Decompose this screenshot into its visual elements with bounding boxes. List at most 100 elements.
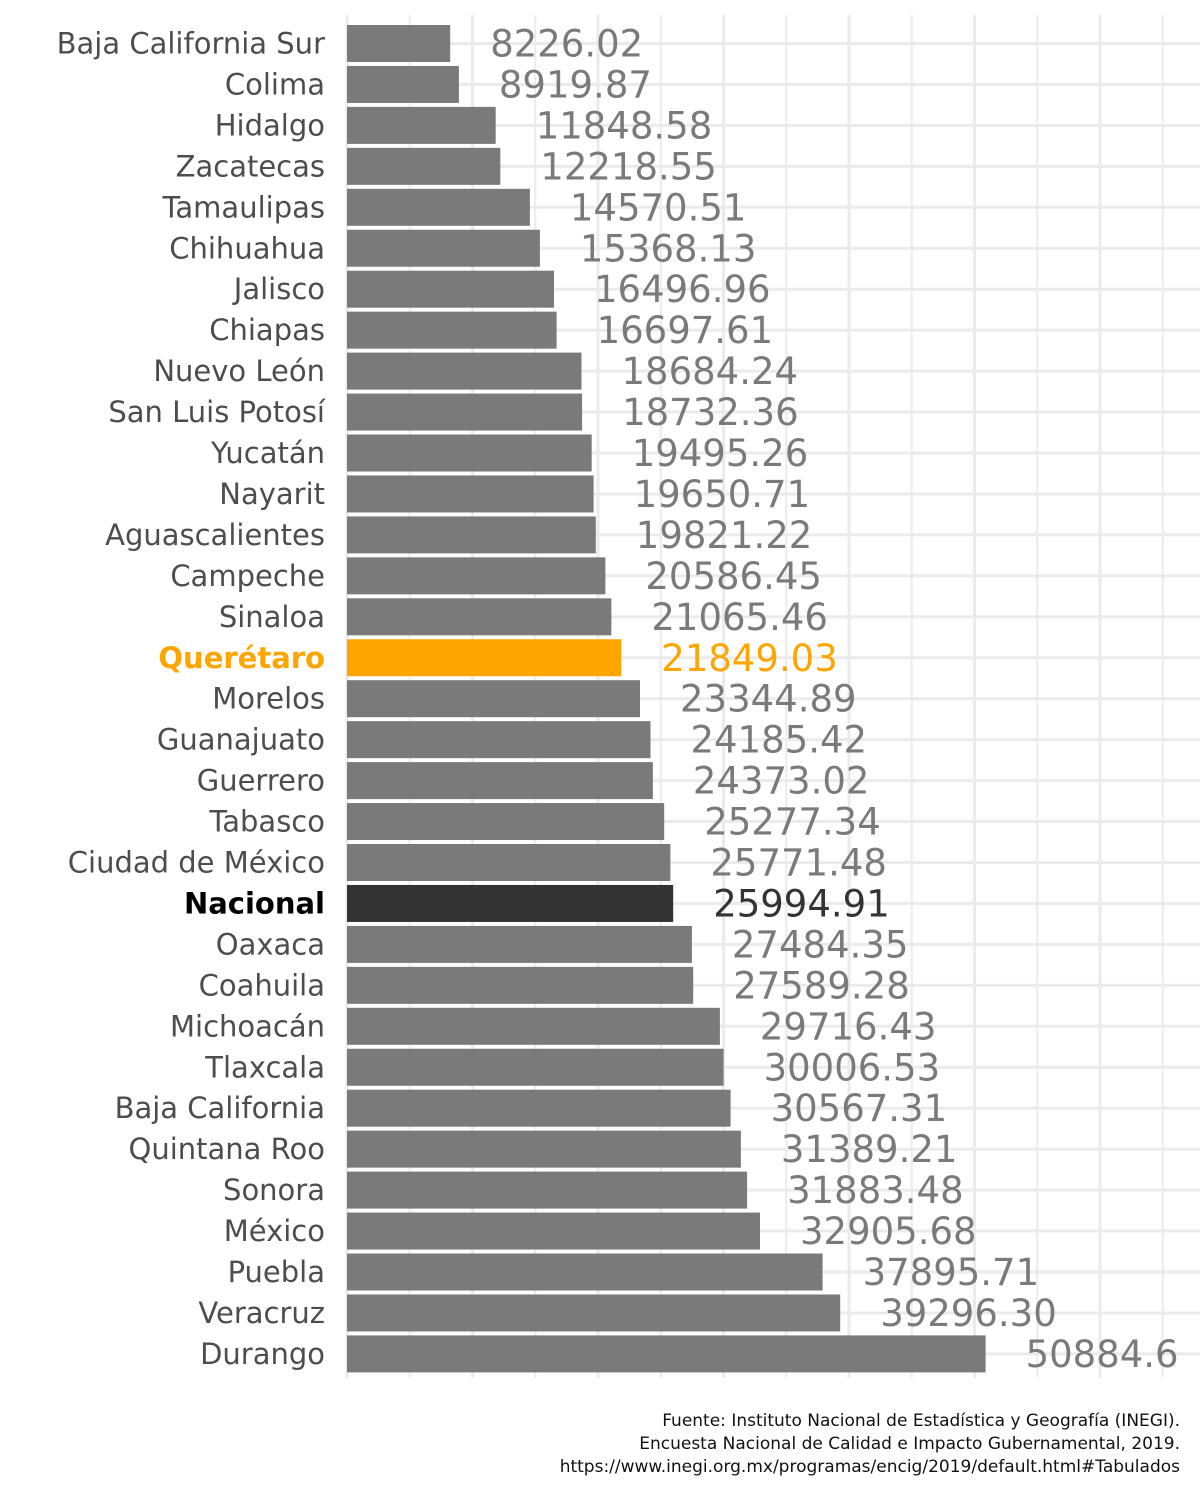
data-label: 15368.13 xyxy=(580,227,757,270)
category-label: Veracruz xyxy=(198,1296,325,1330)
data-label: 30567.31 xyxy=(771,1087,948,1130)
data-label: 24373.02 xyxy=(693,760,870,803)
category-label: Quintana Roo xyxy=(129,1132,326,1166)
bar xyxy=(347,1007,720,1045)
category-label: Michoacán xyxy=(170,1009,325,1043)
data-label: 25277.34 xyxy=(704,801,881,844)
category-label: Jalisco xyxy=(232,272,325,306)
category-label: Chiapas xyxy=(209,313,325,347)
data-label: 39296.30 xyxy=(880,1292,1057,1335)
category-label: Colima xyxy=(225,67,325,101)
category-label: Sonora xyxy=(223,1173,325,1207)
data-label: 29716.43 xyxy=(760,1005,937,1048)
category-label: Baja California Sur xyxy=(57,27,325,61)
data-label: 20586.45 xyxy=(645,555,822,598)
bar xyxy=(347,762,653,800)
data-label: 18684.24 xyxy=(622,350,799,393)
data-label: 27589.28 xyxy=(733,964,910,1007)
data-label: 16496.96 xyxy=(594,268,771,311)
category-label: Tlaxcala xyxy=(204,1050,325,1084)
category-label: Campeche xyxy=(170,559,325,593)
category-label: Aguascalientes xyxy=(105,518,325,552)
bar xyxy=(347,557,606,595)
bar xyxy=(347,1089,731,1127)
category-label: Tabasco xyxy=(208,805,325,839)
data-label: 8919.87 xyxy=(499,63,652,106)
category-label: Coahuila xyxy=(199,968,325,1002)
bar xyxy=(347,966,694,1004)
bar xyxy=(347,270,554,308)
category-label: Nayarit xyxy=(219,477,325,511)
bar xyxy=(347,475,594,513)
caption-line-2: Encuesta Nacional de Calidad e Impacto G… xyxy=(639,1434,1180,1454)
data-label: 11848.58 xyxy=(536,104,713,147)
bar xyxy=(347,639,622,677)
value-labels: 8226.028919.8711848.5812218.5514570.5115… xyxy=(490,23,1178,1376)
category-label: Guerrero xyxy=(197,764,325,798)
category-label: Hidalgo xyxy=(215,108,325,142)
data-label: 50884.6 xyxy=(1026,1333,1179,1376)
data-label: 23344.89 xyxy=(680,678,857,721)
bar xyxy=(347,147,501,185)
category-label: Querétaro xyxy=(158,641,325,675)
bar xyxy=(347,1048,724,1086)
bar xyxy=(347,1130,741,1168)
category-label: San Luis Potosí xyxy=(108,395,326,429)
data-label: 14570.51 xyxy=(570,186,747,229)
caption-line-1: Fuente: Instituto Nacional de Estadístic… xyxy=(662,1411,1180,1431)
bar xyxy=(347,65,459,103)
category-label: Durango xyxy=(200,1337,325,1371)
category-label: Nuevo León xyxy=(153,354,325,388)
grid-lines xyxy=(345,15,1200,1378)
category-label: Yucatán xyxy=(210,436,325,470)
data-label: 31389.21 xyxy=(781,1128,958,1171)
bar xyxy=(347,311,557,349)
data-label: 18732.36 xyxy=(622,391,799,434)
bar xyxy=(347,884,674,922)
data-label: 21065.46 xyxy=(651,596,828,639)
bars xyxy=(347,25,986,1373)
data-label: 12218.55 xyxy=(540,145,717,188)
category-label: Sinaloa xyxy=(219,600,325,634)
category-label: Ciudad de México xyxy=(68,846,325,880)
bar xyxy=(347,803,665,841)
data-label: 32905.68 xyxy=(800,1210,977,1253)
caption-line-3: https://www.inegi.org.mx/programas/encig… xyxy=(559,1457,1180,1477)
category-label: Oaxaca xyxy=(216,927,325,961)
category-label: Chihuahua xyxy=(169,231,325,265)
category-label: Morelos xyxy=(212,682,325,716)
category-label: Nacional xyxy=(184,886,325,920)
category-label: México xyxy=(224,1214,325,1248)
bar xyxy=(347,106,496,144)
bar xyxy=(347,1294,841,1332)
bar xyxy=(347,393,583,431)
category-labels: Baja California Sur Colima Hidalgo Zacateca… xyxy=(57,27,326,1371)
source-caption: Fuente: Instituto Nacional de Estadístic… xyxy=(560,1410,1180,1479)
data-label: 16697.61 xyxy=(597,309,774,352)
bar xyxy=(347,352,582,390)
data-label: 25771.48 xyxy=(710,842,887,885)
bar xyxy=(347,1253,823,1291)
bar xyxy=(347,680,640,718)
bar xyxy=(347,1335,986,1373)
bar xyxy=(347,188,530,226)
category-label: Tamaulipas xyxy=(162,190,326,224)
data-label: 24185.42 xyxy=(691,719,868,762)
bar xyxy=(347,516,596,554)
data-label: 25994.91 xyxy=(713,882,890,925)
bar xyxy=(347,25,451,62)
data-label: 19650.71 xyxy=(634,473,811,516)
bar xyxy=(347,1171,748,1209)
data-label: 37895.71 xyxy=(863,1251,1040,1294)
data-label: 30006.53 xyxy=(764,1046,941,1089)
category-label: Zacatecas xyxy=(176,149,325,183)
data-label: 21849.03 xyxy=(661,637,838,680)
data-label: 19821.22 xyxy=(636,514,813,557)
bar xyxy=(347,434,592,472)
data-label: 19495.26 xyxy=(632,432,809,475)
bar xyxy=(347,925,692,963)
category-label: Baja California xyxy=(115,1091,325,1125)
category-label: Puebla xyxy=(228,1255,325,1289)
data-label: 31883.48 xyxy=(787,1169,964,1212)
